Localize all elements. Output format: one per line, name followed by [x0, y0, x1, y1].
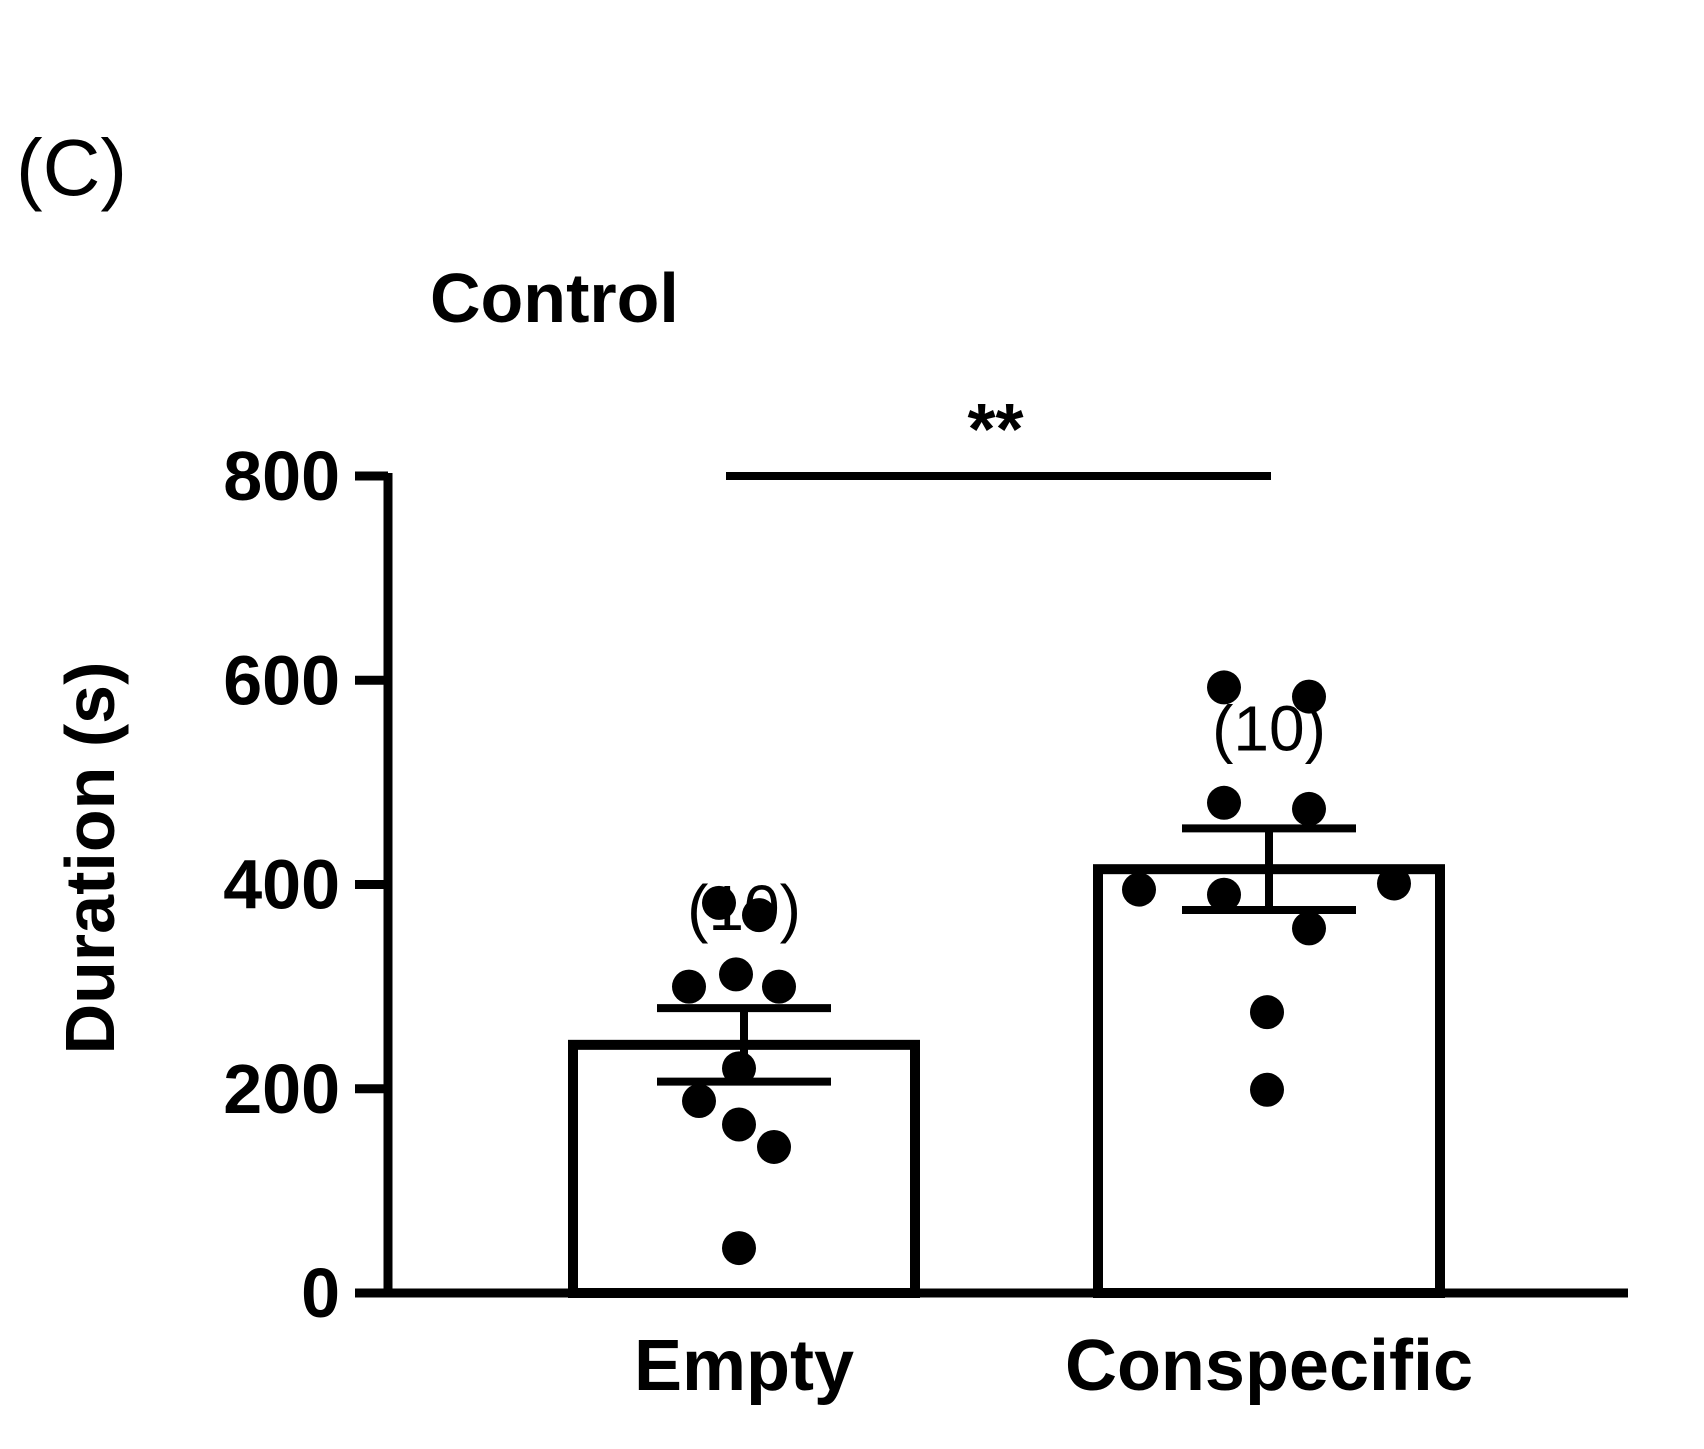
data-point	[1122, 872, 1156, 907]
panel-label: (C)	[16, 123, 127, 212]
data-point	[1250, 995, 1284, 1030]
data-point	[719, 957, 753, 992]
chart-title: Control	[430, 259, 679, 337]
significance-label: **	[967, 390, 1023, 470]
data-point	[702, 885, 736, 920]
y-tick-label: 600	[223, 641, 340, 719]
data-point	[1292, 679, 1326, 714]
data-point	[1207, 670, 1241, 705]
data-point	[722, 1231, 756, 1266]
data-point	[1377, 866, 1411, 901]
data-point	[682, 1084, 716, 1119]
y-tick-label: 200	[223, 1050, 340, 1128]
y-tick-label: 0	[301, 1254, 340, 1332]
n-label: (10)	[1212, 692, 1326, 764]
n-label: (10)	[687, 872, 801, 944]
y-tick-label: 400	[223, 846, 340, 924]
data-point	[1250, 1072, 1284, 1107]
data-point	[1207, 785, 1241, 820]
data-point	[722, 1107, 756, 1142]
data-point	[762, 969, 796, 1004]
plot-area: 0 200 400 600 800 (10) Empty (10) Conspecific **	[223, 390, 1628, 1406]
x-tick-label: Empty	[634, 1326, 854, 1406]
data-point	[1292, 791, 1326, 826]
y-tick-label: 800	[223, 437, 340, 515]
data-point	[672, 969, 706, 1004]
x-tick-label: Conspecific	[1065, 1326, 1473, 1406]
data-point	[742, 898, 776, 933]
y-axis-label: Duration (s)	[51, 662, 129, 1055]
data-point	[1292, 911, 1326, 946]
data-point	[1207, 877, 1241, 912]
data-point	[757, 1129, 791, 1164]
